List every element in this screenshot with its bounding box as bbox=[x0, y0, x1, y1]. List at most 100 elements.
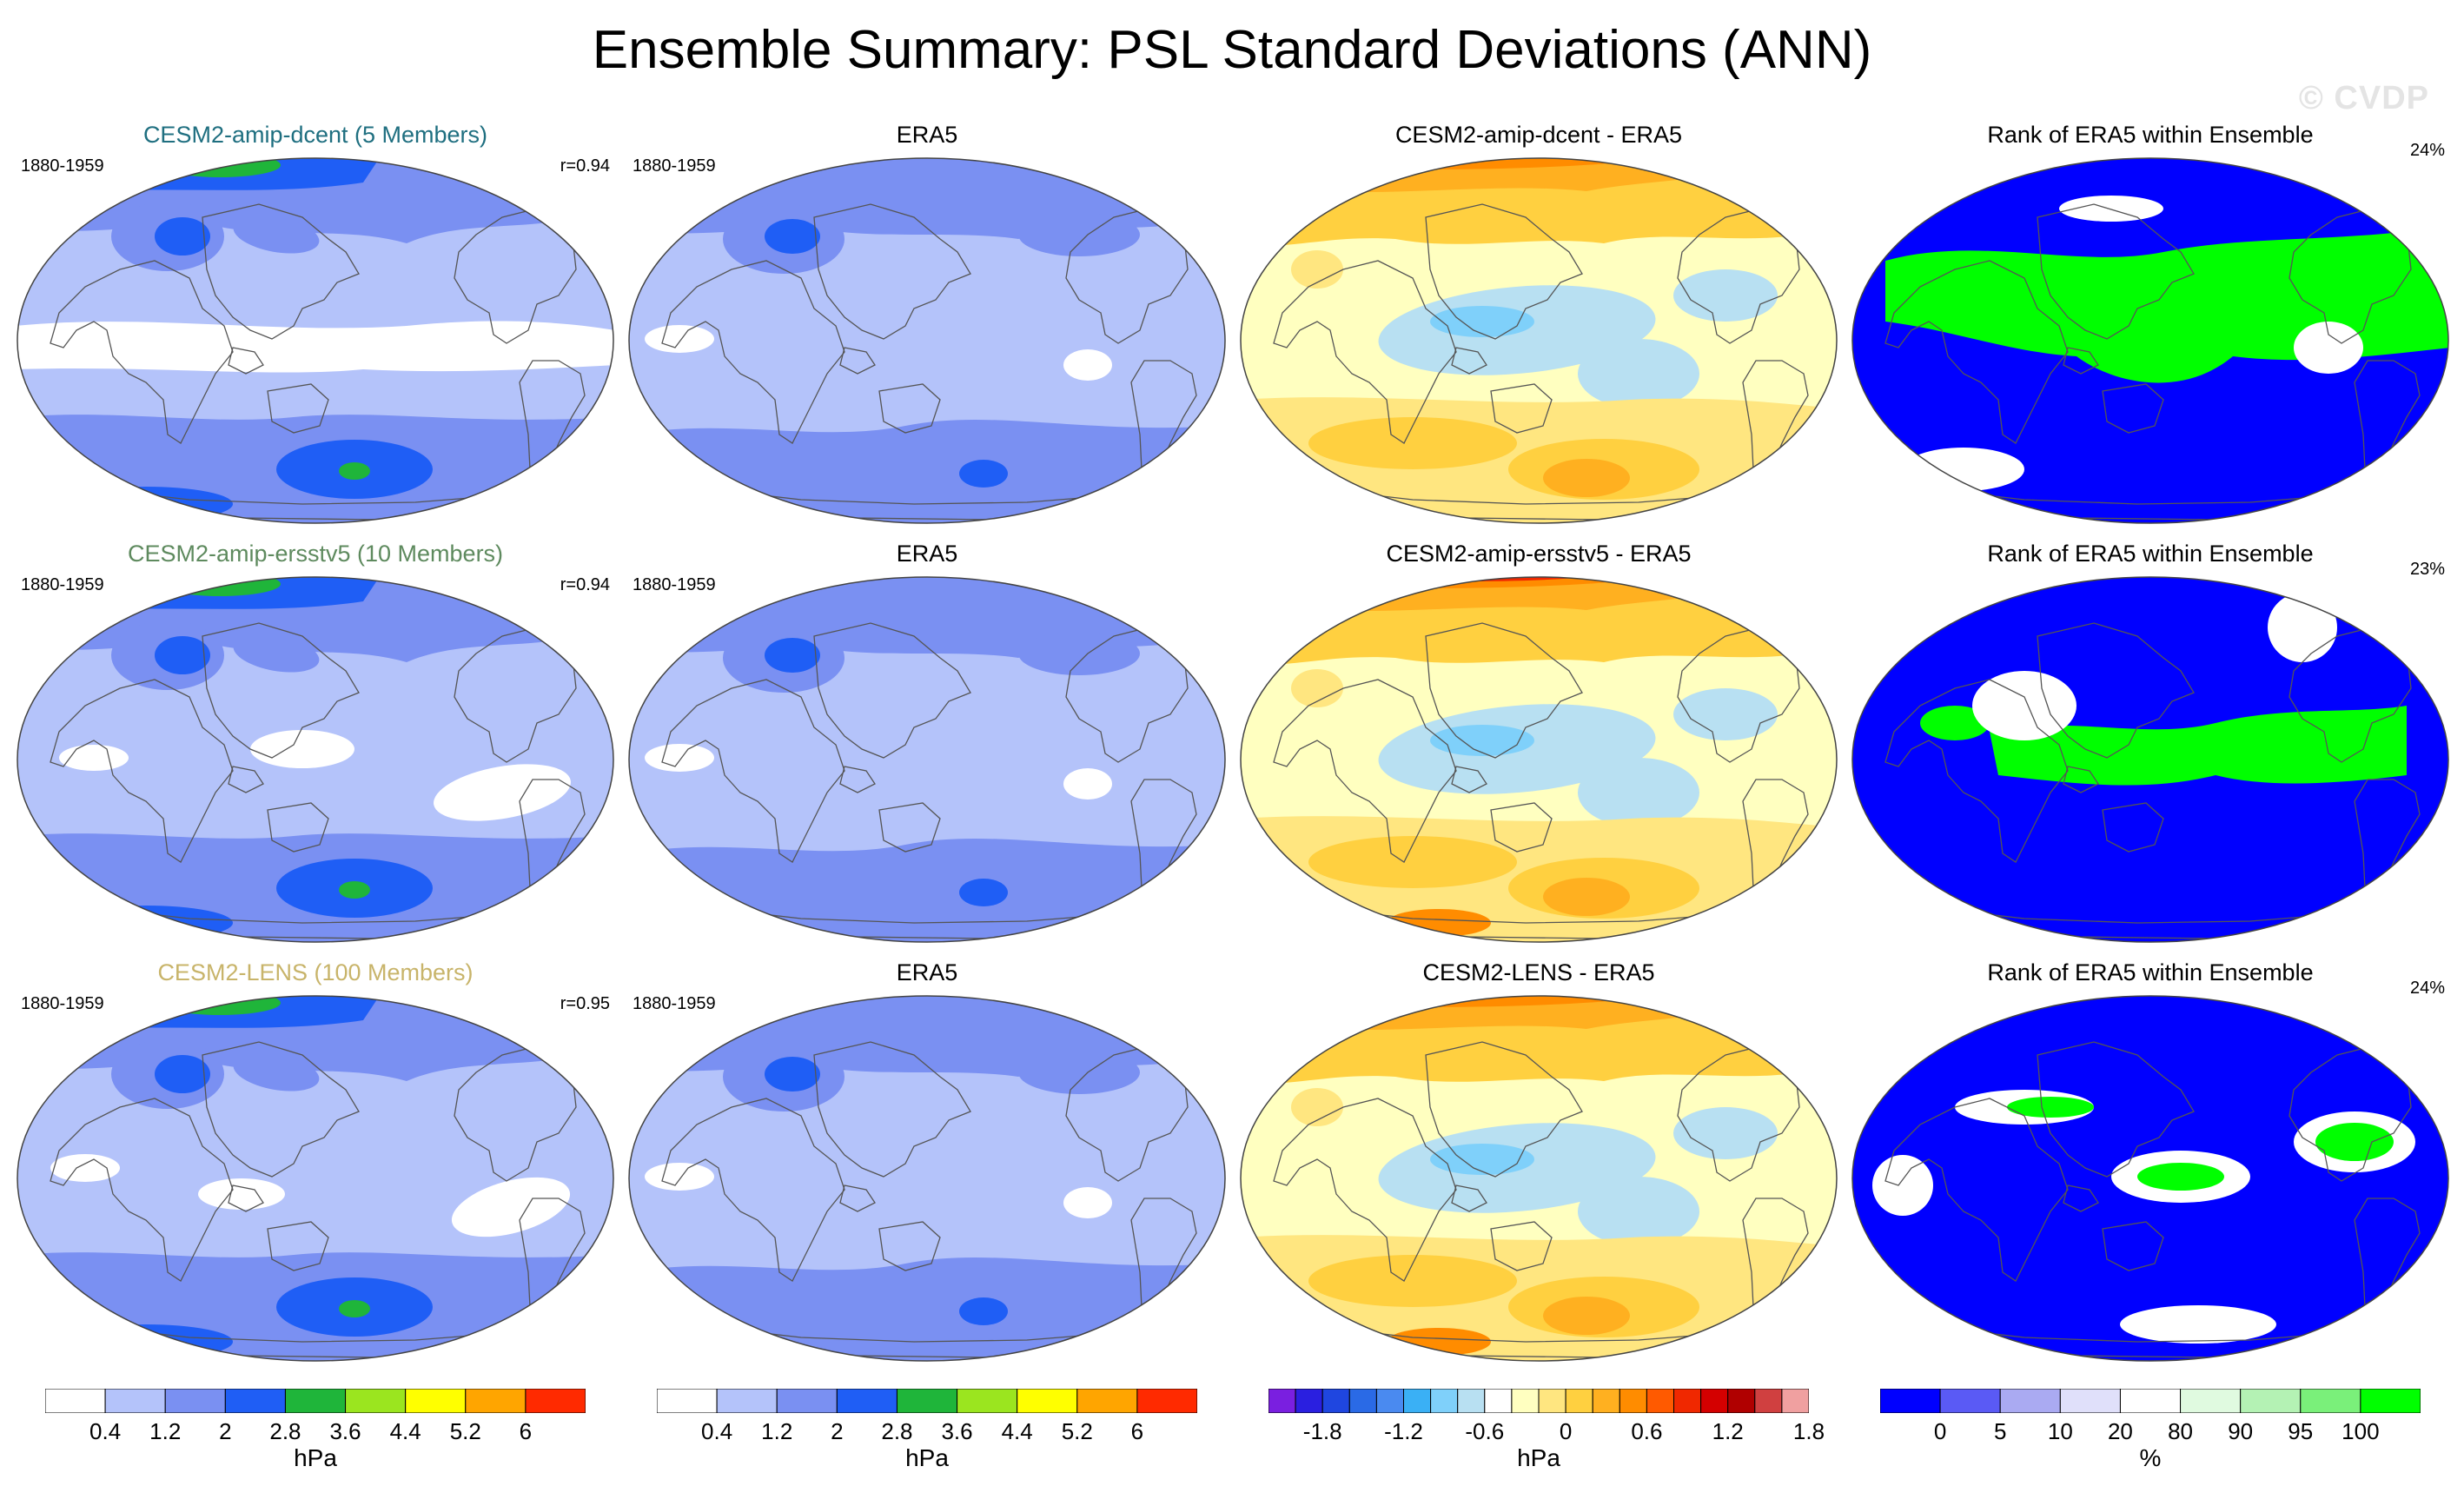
colorbar-tick: 6 bbox=[1130, 1418, 1144, 1444]
panel-title: ERA5 bbox=[896, 959, 958, 985]
colorbar-swatch bbox=[1403, 1388, 1432, 1414]
colorbar-swatch bbox=[1592, 1388, 1620, 1414]
panel-r2-diff: CESM2-amip-ersstv5 - ERA5 bbox=[1239, 541, 1838, 944]
colorbar-tick: -1.8 bbox=[1302, 1418, 1342, 1444]
colorbar-tick: 0.4 bbox=[701, 1418, 733, 1444]
colorbar-difference: -1.8 -1.2 -0.6 0 0.6 1.2 1.8 hPa bbox=[1268, 1388, 1825, 1493]
colorbar-swatch bbox=[1136, 1388, 1198, 1414]
colorbar-swatch bbox=[1939, 1388, 2001, 1414]
obs-map bbox=[628, 157, 1226, 524]
colorbar-swatch bbox=[1727, 1388, 1756, 1414]
panel-title: Rank of ERA5 within Ensemble bbox=[1987, 122, 2314, 148]
colorbar-swatch bbox=[776, 1388, 838, 1414]
rank-map bbox=[1851, 995, 2449, 1362]
colorbar-rank: 0 5 10 20 80 90 95 100% bbox=[1879, 1388, 2421, 1493]
colorbar-swatch bbox=[284, 1388, 347, 1414]
colorbar-tick: -1.2 bbox=[1384, 1418, 1423, 1444]
colorbar-swatch bbox=[164, 1388, 226, 1414]
panel-title: CESM2-LENS (100 Members) bbox=[157, 959, 474, 985]
colorbar-tick: 10 bbox=[2047, 1418, 2073, 1444]
year-range: 1880-1959 bbox=[633, 156, 716, 176]
colorbar-swatch bbox=[1348, 1388, 1377, 1414]
colorbar-tick: -0.6 bbox=[1465, 1418, 1505, 1444]
colorbar-tick: 90 bbox=[2228, 1418, 2254, 1444]
colorbar-swatch bbox=[1076, 1388, 1138, 1414]
diff-map bbox=[1240, 576, 1838, 943]
colorbar-swatch bbox=[2119, 1388, 2182, 1414]
colorbar-swatch bbox=[1295, 1388, 1323, 1414]
colorbar-tick: 1.8 bbox=[1792, 1418, 1825, 1444]
panel-r1-rank: Rank of ERA5 within Ensemble 24% bbox=[1851, 122, 2450, 525]
year-range: 1880-1959 bbox=[633, 994, 716, 1013]
panel-r1-diff: CESM2-amip-dcent - ERA5 bbox=[1239, 122, 1838, 525]
colorbar-swatches bbox=[44, 1388, 586, 1414]
colorbar-swatch bbox=[345, 1388, 407, 1414]
colorbar-tick: 5 bbox=[1993, 1418, 2007, 1444]
panel-title: CESM2-amip-dcent - ERA5 bbox=[1394, 122, 1683, 148]
panel-r1-obs: ERA5 1880-1959 bbox=[627, 122, 1227, 525]
colorbar-swatch bbox=[1781, 1388, 1810, 1414]
panel-r2-rank: Rank of ERA5 within Ensemble 23% bbox=[1851, 541, 2450, 944]
obs-map bbox=[628, 995, 1226, 1362]
colorbar-swatch bbox=[405, 1388, 467, 1414]
colorbar-tick: 2 bbox=[219, 1418, 232, 1444]
rank-map bbox=[1851, 157, 2449, 524]
panel-r3-rank: Rank of ERA5 within Ensemble 24% bbox=[1851, 959, 2450, 1363]
colorbar-unit: hPa bbox=[294, 1444, 337, 1471]
colorbar-swatch bbox=[1017, 1388, 1078, 1414]
colorbar-swatch bbox=[896, 1388, 958, 1414]
colorbar-std-model: 0.4 1.2 2 2.8 3.6 4.4 5.2 6 hPa bbox=[44, 1388, 586, 1493]
colorbar-swatch bbox=[2300, 1388, 2361, 1414]
std-map bbox=[17, 157, 614, 524]
rank-percent: 24% bbox=[2409, 141, 2445, 160]
colorbar-tick: 5.2 bbox=[1061, 1418, 1093, 1444]
panel-title: CESM2-amip-dcent (5 Members) bbox=[142, 122, 488, 148]
colorbar-unit: hPa bbox=[1517, 1444, 1560, 1471]
colorbar-tick: 5.2 bbox=[449, 1418, 481, 1444]
colorbar-swatch bbox=[1673, 1388, 1702, 1414]
panel-title: Rank of ERA5 within Ensemble bbox=[1987, 959, 2314, 985]
figure-title: Ensemble Summary: PSL Standard Deviation… bbox=[592, 20, 1872, 80]
std-map bbox=[17, 995, 614, 1362]
colorbar-tick: 1.2 bbox=[761, 1418, 793, 1444]
colorbar-swatch bbox=[957, 1388, 1018, 1414]
year-range: 1880-1959 bbox=[633, 575, 716, 594]
colorbar-swatch bbox=[1511, 1388, 1540, 1414]
panel-r2-obs: ERA5 1880-1959 bbox=[627, 541, 1227, 944]
colorbar-swatch bbox=[716, 1388, 778, 1414]
colorbar-swatch bbox=[44, 1388, 106, 1414]
colorbar-swatches bbox=[1268, 1388, 1810, 1414]
colorbar-swatch bbox=[1700, 1388, 1729, 1414]
colorbar-tick: 6 bbox=[519, 1418, 533, 1444]
colorbar-swatch bbox=[1999, 1388, 2061, 1414]
rank-map bbox=[1851, 576, 2449, 943]
colorbar-unit: % bbox=[2139, 1444, 2162, 1471]
colorbar-tick: 20 bbox=[2107, 1418, 2133, 1444]
colorbar-tick: 0.4 bbox=[89, 1418, 122, 1444]
panel-r2-model: CESM2-amip-ersstv5 (10 Members) 1880-1959… bbox=[16, 541, 615, 944]
colorbar-swatch bbox=[836, 1388, 898, 1414]
colorbar-swatch bbox=[2059, 1388, 2121, 1414]
colorbar-swatch bbox=[465, 1388, 527, 1414]
colorbar-swatch bbox=[224, 1388, 286, 1414]
colorbar-swatch bbox=[2240, 1388, 2302, 1414]
colorbar-tick: 1.2 bbox=[149, 1418, 182, 1444]
pattern-correlation: r=0.95 bbox=[560, 994, 610, 1013]
colorbar-swatch bbox=[2360, 1388, 2421, 1414]
panel-title: CESM2-amip-ersstv5 - ERA5 bbox=[1386, 541, 1692, 567]
colorbar-tick: 0.6 bbox=[1631, 1418, 1663, 1444]
pattern-correlation: r=0.94 bbox=[560, 156, 610, 176]
panel-title: ERA5 bbox=[896, 122, 958, 148]
panel-title: Rank of ERA5 within Ensemble bbox=[1987, 541, 2314, 567]
panel-r3-diff: CESM2-LENS - ERA5 bbox=[1239, 959, 1838, 1363]
panel-title: CESM2-amip-ersstv5 (10 Members) bbox=[127, 541, 504, 567]
colorbar-tick: 2.8 bbox=[881, 1418, 913, 1444]
colorbar-swatch bbox=[1457, 1388, 1486, 1414]
colorbar-swatches bbox=[1879, 1388, 2421, 1414]
colorbar-swatch bbox=[1565, 1388, 1593, 1414]
colorbar-swatch bbox=[2180, 1388, 2242, 1414]
diff-map bbox=[1240, 157, 1838, 524]
colorbar-swatch bbox=[1268, 1388, 1296, 1414]
colorbar-tick: 2.8 bbox=[269, 1418, 301, 1444]
colorbar-swatch bbox=[1538, 1388, 1566, 1414]
